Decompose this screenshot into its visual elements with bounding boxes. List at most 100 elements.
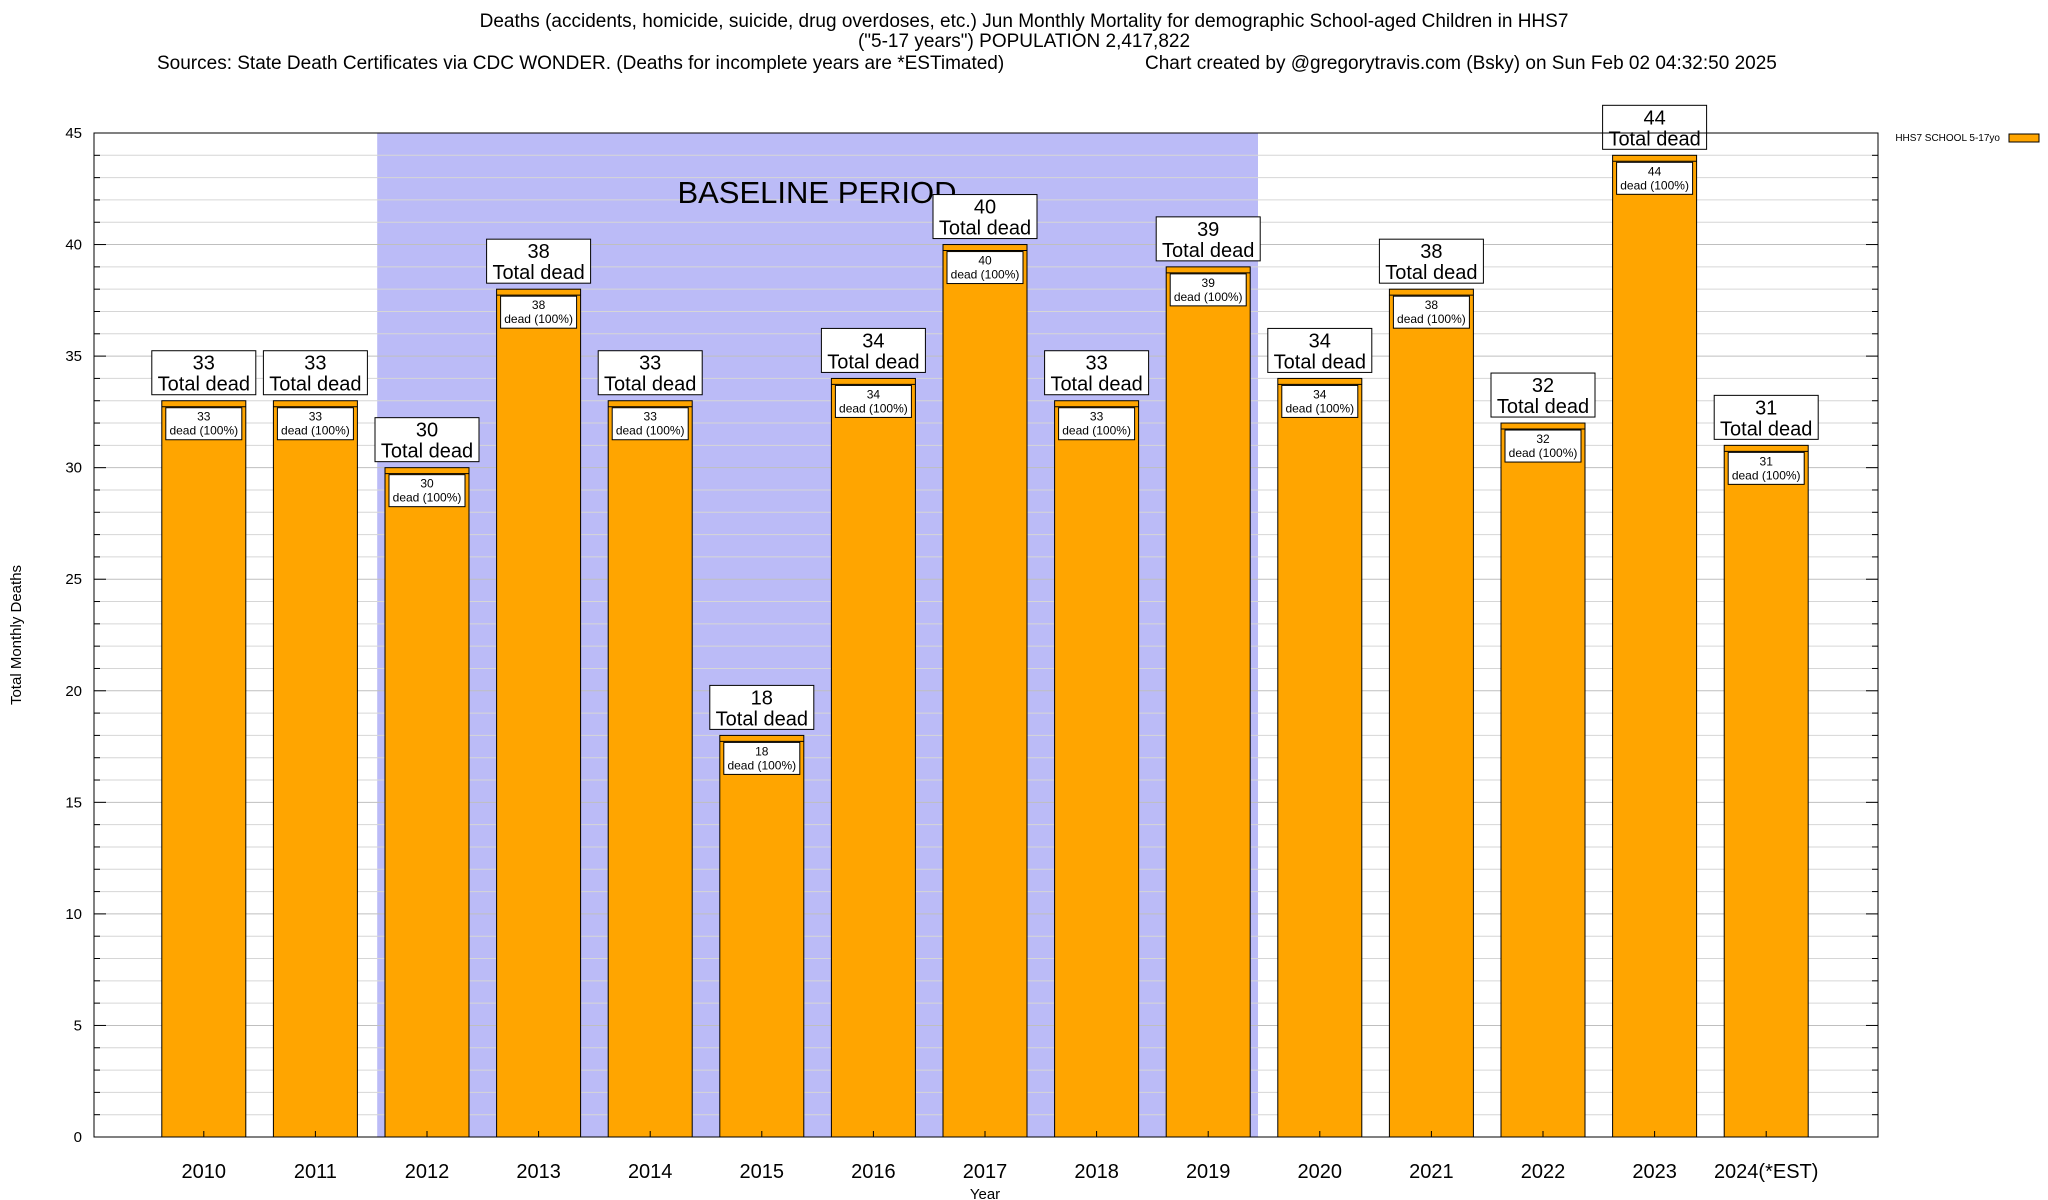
inner-percent-label: dead (100%) [1509,446,1578,460]
inner-percent-label: dead (100%) [616,424,685,438]
total-dead-label: Total dead [269,374,361,396]
inner-value-label: 38 [1425,298,1439,312]
bar [1277,377,1363,1138]
inner-percent-label: dead (100%) [839,401,908,415]
total-dead-label: Total dead [1608,128,1700,150]
y-tick-label: 25 [65,571,82,588]
total-value-label: 30 [416,420,438,442]
total-label-box [932,194,1038,240]
total-label-box [262,350,368,396]
baseline-label: BASELINE PERIOD [677,175,956,210]
total-dead-label: Total dead [827,351,919,373]
inner-label-box [834,384,912,418]
inner-value-label: 38 [532,298,546,312]
y-tick-label: 35 [65,348,82,365]
x-axis-label: Year [970,1186,1000,1200]
inner-value-label: 33 [197,410,211,424]
sources-text: Sources: State Death Certificates via CD… [157,53,1005,74]
inner-value-label: 34 [867,387,881,401]
y-axis-label: Total Monthly Deaths [8,565,25,705]
inner-value-label: 34 [1313,387,1327,401]
total-value-label: 38 [527,241,549,263]
inner-value-label: 33 [644,410,658,424]
inner-percent-label: dead (100%) [1397,312,1466,326]
x-tick-label: 2021 [1409,1161,1454,1183]
x-tick-label: 2010 [182,1161,227,1183]
title-line-2: ("5-17 years") POPULATION 2,417,822 [857,31,1191,52]
inner-percent-label: dead (100%) [393,491,462,505]
inner-percent-label: dead (100%) [169,424,238,438]
plot-frame [93,132,1879,1138]
total-dead-label: Total dead [1497,396,1589,418]
total-value-label: 33 [1085,353,1107,375]
inner-label-box [611,407,689,441]
inner-percent-label: dead (100%) [1174,290,1243,304]
inner-label-box [1281,384,1359,418]
total-label-box [374,417,480,463]
total-label-box [820,327,926,373]
bar [384,467,470,1138]
inner-percent-label: dead (100%) [1285,401,1354,415]
inner-label-box [500,295,578,329]
inner-percent-label: dead (100%) [281,424,350,438]
legend-label: HHS7 SCHOOL 5-17yo [1895,133,2000,144]
x-tick-label: 2023 [1632,1161,1677,1183]
total-value-label: 33 [639,353,661,375]
inner-value-label: 18 [755,744,769,758]
total-label-box [1267,327,1373,373]
total-dead-label: Total dead [604,374,696,396]
inner-value-label: 31 [1760,454,1774,468]
inner-label-box [1392,295,1470,329]
y-tick-label: 5 [74,1017,82,1034]
title-line-1: Deaths (accidents, homicide, suicide, dr… [479,11,1569,32]
inner-label-box [1058,407,1136,441]
total-label-box [1602,104,1708,150]
y-tick-label: 10 [65,906,82,923]
total-label-box [151,350,257,396]
inner-value-label: 30 [420,477,434,491]
total-value-label: 33 [193,353,215,375]
bar [272,400,358,1138]
x-tick-label: 2017 [963,1161,1008,1183]
total-dead-label: Total dead [1274,351,1366,373]
inner-label-box [1727,451,1805,485]
x-tick-label: 2012 [405,1161,450,1183]
bar [830,377,916,1138]
x-tick-label: 2020 [1298,1161,1343,1183]
x-tick-label: 2013 [516,1161,561,1183]
inner-label-box [723,741,801,775]
x-tick-label: 2019 [1186,1161,1231,1183]
total-dead-label: Total dead [716,708,808,730]
y-tick-label: 15 [65,794,82,811]
bar [1612,154,1698,1138]
bar [496,288,582,1138]
total-dead-label: Total dead [1050,374,1142,396]
y-tick-label: 30 [65,460,82,477]
x-tick-label: 2018 [1074,1161,1119,1183]
x-tick-label: 2015 [740,1161,785,1183]
total-label-box [486,238,592,284]
inner-label-box [1616,161,1694,195]
total-value-label: 34 [862,330,884,352]
y-tick-label: 45 [65,125,82,142]
total-value-label: 44 [1643,107,1665,129]
inner-value-label: 33 [1090,410,1104,424]
total-dead-label: Total dead [158,374,250,396]
total-label-box [1713,394,1819,440]
inner-label-box [165,407,243,441]
inner-percent-label: dead (100%) [951,268,1020,282]
x-tick-label: 2016 [851,1161,896,1183]
inner-label-box [946,251,1024,285]
inner-percent-label: dead (100%) [727,758,796,772]
total-dead-label: Total dead [492,262,584,284]
total-value-label: 38 [1420,241,1442,263]
y-tick-label: 40 [65,237,82,254]
bar [607,400,693,1138]
total-dead-label: Total dead [1720,418,1812,440]
inner-percent-label: dead (100%) [504,312,573,326]
total-dead-label: Total dead [1385,262,1477,284]
bar [1723,444,1809,1138]
inner-value-label: 32 [1536,432,1550,446]
inner-label-box [1504,429,1582,463]
